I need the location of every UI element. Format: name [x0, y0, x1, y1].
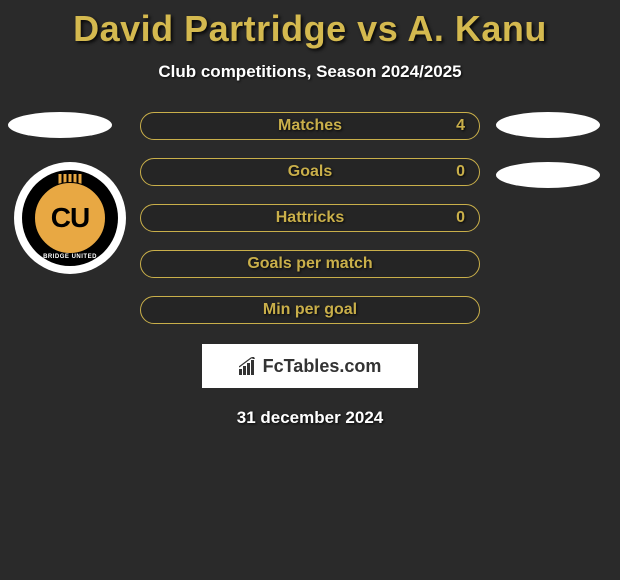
player-right-avatar	[496, 112, 600, 138]
stat-row-goals-per-match: Goals per match	[140, 250, 480, 278]
player-left-avatar	[8, 112, 112, 138]
stat-value-right: 0	[456, 209, 465, 227]
stat-row-min-per-goal: Min per goal	[140, 296, 480, 324]
stat-row-goals: Goals 0	[140, 158, 480, 186]
stat-label: Goals	[288, 163, 332, 181]
club-ball-icon: CU	[34, 182, 106, 254]
branding-badge[interactable]: FcTables.com	[202, 344, 418, 388]
stat-label: Hattricks	[276, 209, 344, 227]
club-initials: CU	[51, 202, 89, 234]
stat-value-right: 0	[456, 163, 465, 181]
club-left-badge: CU BRIDGE UNITED	[14, 162, 126, 274]
club-right-badge	[496, 162, 600, 188]
club-banner-text: BRIDGE UNITED	[43, 254, 97, 260]
snapshot-date: 31 december 2024	[0, 408, 620, 428]
stat-label: Min per goal	[263, 301, 357, 319]
stat-label: Matches	[278, 117, 342, 135]
stat-row-hattricks: Hattricks 0	[140, 204, 480, 232]
branding-text: FcTables.com	[263, 356, 382, 377]
stat-row-matches: Matches 4	[140, 112, 480, 140]
comparison-title: David Partridge vs A. Kanu	[0, 0, 620, 50]
stat-label: Goals per match	[247, 255, 372, 273]
content-area: CU BRIDGE UNITED Matches 4 Goals 0 Hattr…	[0, 112, 620, 428]
comparison-subtitle: Club competitions, Season 2024/2025	[0, 62, 620, 82]
club-badge-outer: CU BRIDGE UNITED	[14, 162, 126, 274]
stat-value-right: 4	[456, 117, 465, 135]
club-badge-inner: CU BRIDGE UNITED	[22, 170, 118, 266]
bar-chart-icon	[239, 357, 259, 375]
stats-container: Matches 4 Goals 0 Hattricks 0 Goals per …	[140, 112, 480, 324]
